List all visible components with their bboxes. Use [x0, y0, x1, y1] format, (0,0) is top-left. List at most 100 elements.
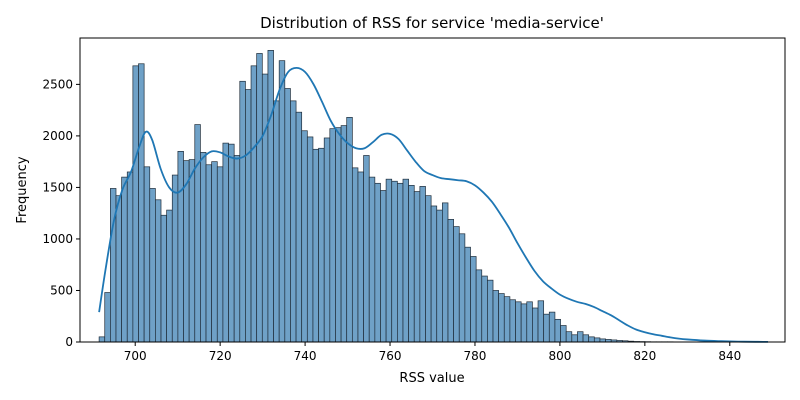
- histogram-bar: [177, 151, 184, 343]
- x-tick-label: 720: [209, 349, 232, 363]
- histogram-bar: [374, 182, 381, 343]
- y-tick-label: 1500: [42, 180, 73, 194]
- histogram-bar: [335, 127, 342, 343]
- x-axis-title: RSS value: [399, 371, 464, 386]
- y-tick-label: 1000: [42, 232, 73, 246]
- histogram-bar: [306, 136, 314, 343]
- histogram-bar: [368, 176, 376, 343]
- histogram-bar: [301, 130, 308, 343]
- y-axis-title: Frequency: [15, 156, 30, 223]
- histogram-bar: [464, 246, 471, 343]
- histogram-bar: [171, 174, 179, 343]
- histogram-bar: [233, 155, 241, 343]
- x-tick-label: 820: [633, 349, 656, 363]
- histogram-bar: [487, 279, 494, 343]
- histogram-bar: [121, 176, 128, 343]
- histogram-bar: [470, 256, 477, 343]
- y-tick-label: 2000: [42, 129, 73, 143]
- histogram-bar: [548, 311, 556, 343]
- histogram-bar: [408, 185, 415, 343]
- histogram-bar: [447, 219, 454, 343]
- histogram-bar: [571, 334, 578, 343]
- histogram-bar: [577, 331, 584, 343]
- histogram-bar: [453, 226, 460, 343]
- histogram-bar: [492, 290, 499, 343]
- histogram-bar: [194, 124, 201, 343]
- x-tick-label: 840: [718, 349, 741, 363]
- histogram-bar: [442, 202, 449, 343]
- histogram-bar: [126, 171, 134, 343]
- histogram-bar: [138, 63, 145, 343]
- histogram-bar: [391, 180, 398, 343]
- histogram-bar: [329, 128, 336, 343]
- histogram-bar: [340, 125, 348, 343]
- histogram-bar: [228, 143, 235, 343]
- histogram-bar: [250, 65, 258, 343]
- histogram-bar: [481, 275, 488, 343]
- histogram-bar: [222, 142, 229, 343]
- histogram-bar: [475, 269, 483, 343]
- histogram-bar: [346, 116, 353, 343]
- histogram-bar: [413, 191, 421, 343]
- histogram-bar: [295, 111, 303, 343]
- histogram-bar: [132, 65, 139, 343]
- histogram-bar: [503, 296, 511, 343]
- y-tick-label: 2500: [42, 77, 73, 91]
- histogram-bar: [200, 152, 207, 343]
- histogram-bar: [565, 331, 573, 343]
- histogram-bar: [554, 318, 561, 343]
- histogram-bar: [239, 80, 246, 343]
- chart-title: Distribution of RSS for service 'media-s…: [260, 14, 604, 32]
- y-axis-ticks: 0 500 1000 1500 2000 2500: [42, 77, 80, 349]
- histogram-bar: [402, 178, 409, 343]
- histogram-bar: [560, 325, 567, 343]
- histogram-bar: [419, 186, 426, 343]
- histogram-bar: [278, 60, 286, 343]
- plot-frame: [79, 37, 786, 343]
- x-tick-label: 700: [124, 349, 147, 363]
- y-tick-label: 0: [65, 335, 73, 349]
- histogram-bar: [261, 73, 269, 343]
- histogram-bar: [211, 161, 218, 343]
- histogram-bar: [149, 188, 156, 343]
- histogram-bar: [515, 301, 522, 343]
- histogram-bar: [318, 147, 325, 343]
- histogram-bar: [115, 195, 122, 343]
- histogram-bar: [323, 137, 331, 343]
- histogram-bar: [357, 171, 364, 343]
- histogram-bar: [520, 303, 528, 343]
- histogram-bar: [582, 334, 590, 343]
- histogram-bar: [543, 313, 550, 343]
- histogram-bar: [509, 299, 516, 343]
- histogram-bar: [385, 178, 393, 343]
- histogram-bar: [526, 301, 533, 343]
- histogram-bar: [498, 293, 505, 343]
- histogram-bar: [205, 164, 213, 343]
- histogram-bar: [588, 336, 595, 343]
- histogram-bar: [537, 300, 545, 343]
- histogram-bar: [216, 166, 224, 343]
- histogram-bar: [532, 307, 539, 343]
- histogram-bar: [436, 209, 443, 343]
- histogram-bar: [104, 292, 111, 343]
- histogram-bar: [256, 53, 263, 343]
- histogram-bar: [273, 100, 280, 343]
- x-tick-label: 760: [379, 349, 402, 363]
- histogram-bar: [267, 50, 274, 343]
- histogram-bar: [98, 336, 106, 343]
- histogram-bar: [397, 182, 404, 343]
- histogram-bar: [363, 155, 370, 343]
- y-tick-label: 500: [50, 283, 73, 297]
- x-tick-label: 800: [548, 349, 571, 363]
- histogram-bar: [425, 195, 432, 343]
- histogram-bar: [312, 148, 319, 343]
- histogram-bar: [290, 100, 297, 343]
- histogram-bar: [155, 199, 162, 343]
- histogram-bars: [98, 50, 719, 343]
- histogram-bar: [284, 88, 291, 343]
- x-axis-ticks: 700 720 740 760 780 800 820 840: [124, 342, 741, 363]
- histogram-bar: [166, 209, 173, 343]
- x-tick-label: 780: [464, 349, 487, 363]
- histogram-bar: [160, 214, 167, 343]
